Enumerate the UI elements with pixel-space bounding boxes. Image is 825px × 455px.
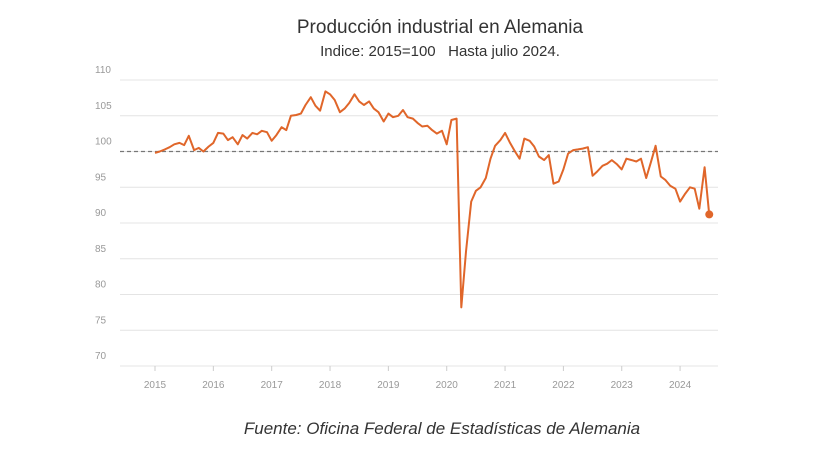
x-tick-label: 2019 bbox=[377, 380, 400, 391]
y-tick-label: 80 bbox=[95, 280, 107, 291]
x-tick-label: 2017 bbox=[261, 380, 284, 391]
chart-title: Producción industrial en Alemania bbox=[297, 17, 584, 38]
y-tick-label: 70 bbox=[95, 351, 107, 362]
x-tick-label: 2020 bbox=[436, 380, 459, 391]
data-line bbox=[154, 90, 711, 309]
chart-subtitle: Indice: 2015=100 Hasta julio 2024. bbox=[320, 43, 560, 60]
source-note: Fuente: Oficina Federal de Estadísticas … bbox=[244, 419, 640, 438]
y-tick-label: 105 bbox=[95, 101, 112, 112]
y-tick-label: 110 bbox=[95, 65, 111, 76]
x-tick-label: 2024 bbox=[669, 380, 692, 391]
x-tick-label: 2022 bbox=[552, 380, 575, 391]
x-tick-label: 2018 bbox=[319, 380, 342, 391]
y-tick-label: 95 bbox=[95, 172, 107, 183]
y-tick-label: 85 bbox=[95, 244, 107, 255]
y-tick-label: 90 bbox=[95, 208, 107, 219]
end-marker bbox=[705, 210, 714, 219]
x-tick-label: 2023 bbox=[611, 380, 634, 391]
x-tick-label: 2015 bbox=[144, 380, 167, 391]
x-tick-label: 2016 bbox=[202, 380, 225, 391]
y-tick-label: 100 bbox=[95, 137, 112, 148]
y-tick-label: 75 bbox=[95, 315, 107, 326]
x-tick-label: 2021 bbox=[494, 380, 517, 391]
